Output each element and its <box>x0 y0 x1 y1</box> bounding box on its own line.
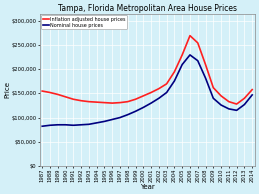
Nominal house prices <box>243 103 246 106</box>
Nominal house prices <box>134 110 137 113</box>
Inflation adjusted house prices <box>251 88 254 91</box>
Nominal house prices <box>173 80 176 82</box>
Inflation adjusted house prices <box>118 101 121 104</box>
Nominal house prices <box>227 108 231 110</box>
Nominal house prices <box>87 123 90 126</box>
Inflation adjusted house prices <box>80 100 83 102</box>
Nominal house prices <box>80 124 83 126</box>
Inflation adjusted house prices <box>87 100 90 103</box>
Inflation adjusted house prices <box>196 42 199 44</box>
Nominal house prices <box>188 54 191 56</box>
Nominal house prices <box>48 124 52 126</box>
Inflation adjusted house prices <box>149 91 153 94</box>
Inflation adjusted house prices <box>188 35 191 37</box>
Nominal house prices <box>111 118 114 121</box>
Inflation adjusted house prices <box>48 91 52 94</box>
Nominal house prices <box>41 125 44 127</box>
X-axis label: Year: Year <box>140 184 155 190</box>
Inflation adjusted house prices <box>72 98 75 100</box>
Y-axis label: Price: Price <box>4 81 10 98</box>
Legend: Inflation adjusted house prices, Nominal house prices: Inflation adjusted house prices, Nominal… <box>41 15 127 29</box>
Nominal house prices <box>64 124 67 126</box>
Nominal house prices <box>103 120 106 123</box>
Line: Nominal house prices: Nominal house prices <box>42 55 252 126</box>
Inflation adjusted house prices <box>157 87 160 90</box>
Nominal house prices <box>142 106 145 109</box>
Nominal house prices <box>157 97 160 100</box>
Inflation adjusted house prices <box>126 100 129 103</box>
Nominal house prices <box>235 109 238 112</box>
Inflation adjusted house prices <box>243 97 246 100</box>
Inflation adjusted house prices <box>212 87 215 89</box>
Inflation adjusted house prices <box>227 100 231 103</box>
Nominal house prices <box>72 124 75 126</box>
Inflation adjusted house prices <box>64 96 67 98</box>
Inflation adjusted house prices <box>142 95 145 97</box>
Title: Tampa, Florida Metropolitan Area House Prices: Tampa, Florida Metropolitan Area House P… <box>58 4 237 13</box>
Nominal house prices <box>251 94 254 96</box>
Nominal house prices <box>56 124 59 126</box>
Line: Inflation adjusted house prices: Inflation adjusted house prices <box>42 36 252 104</box>
Inflation adjusted house prices <box>56 93 59 96</box>
Nominal house prices <box>165 91 168 94</box>
Nominal house prices <box>95 122 98 124</box>
Inflation adjusted house prices <box>95 101 98 103</box>
Nominal house prices <box>149 102 153 104</box>
Nominal house prices <box>204 77 207 79</box>
Nominal house prices <box>212 97 215 100</box>
Inflation adjusted house prices <box>103 101 106 104</box>
Inflation adjusted house prices <box>220 95 223 97</box>
Nominal house prices <box>126 113 129 116</box>
Inflation adjusted house prices <box>41 90 44 92</box>
Nominal house prices <box>181 63 184 66</box>
Inflation adjusted house prices <box>134 98 137 100</box>
Inflation adjusted house prices <box>181 54 184 56</box>
Nominal house prices <box>118 116 121 119</box>
Nominal house prices <box>220 104 223 106</box>
Inflation adjusted house prices <box>165 83 168 85</box>
Inflation adjusted house prices <box>173 71 176 73</box>
Inflation adjusted house prices <box>111 102 114 104</box>
Inflation adjusted house prices <box>235 103 238 105</box>
Inflation adjusted house prices <box>204 63 207 66</box>
Nominal house prices <box>196 60 199 62</box>
